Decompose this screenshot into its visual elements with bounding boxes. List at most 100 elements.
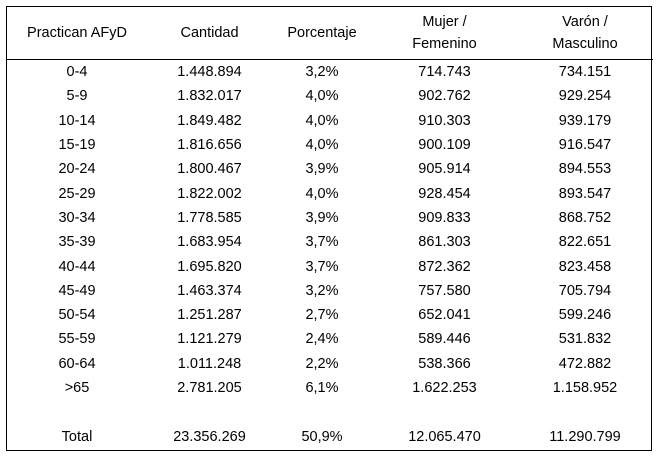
cell-percent: 2,7% (305, 307, 339, 324)
table-row: 40-44 1.695.820 3,7% 872.362 823.458 (7, 254, 653, 278)
total-female: 12.065.470 (408, 428, 481, 445)
cell-percent: 2,2% (305, 355, 339, 372)
table-row: 25-29 1.822.002 4,0% 928.454 893.547 (7, 181, 653, 205)
cell-percent: 4,0% (305, 112, 339, 129)
cell-count: 1.832.017 (177, 88, 242, 105)
cell-male: 929.254 (558, 88, 612, 105)
header-male: Varón / Masculino (517, 7, 653, 60)
table-row: 10-14 1.849.482 4,0% 910.303 939.179 (7, 109, 653, 133)
total-row: Total 23.356.269 50,9% 12.065.470 11.290… (7, 424, 653, 449)
cell-count: 1.683.954 (177, 234, 242, 251)
cell-female: 652.041 (418, 307, 471, 324)
cell-group: 10-14 (58, 112, 96, 129)
cell-count: 1.251.287 (177, 307, 242, 324)
cell-group: 5-9 (66, 88, 88, 105)
header-female-line2: Femenino (412, 36, 477, 52)
cell-percent: 4,0% (305, 137, 339, 154)
header-female: Mujer / Femenino (372, 7, 517, 60)
cell-male: 893.547 (558, 185, 612, 202)
cell-percent: 3,2% (305, 64, 339, 81)
cell-count: 1.816.656 (177, 137, 242, 154)
header-male-line2: Masculino (552, 36, 618, 52)
cell-percent: 3,9% (305, 209, 339, 226)
cell-count: 1.121.279 (177, 331, 242, 348)
total-male: 11.290.799 (549, 428, 621, 445)
spacer-cell (7, 400, 653, 424)
cell-percent: 3,7% (305, 234, 339, 251)
cell-group: 0-4 (66, 64, 88, 81)
cell-count: 1.778.585 (177, 209, 242, 226)
table-row: 15-19 1.816.656 4,0% 900.109 916.547 (7, 133, 653, 157)
cell-female: 1.622.253 (412, 380, 477, 396)
table-body: 0-4 1.448.894 3,2% 714.743 734.151 5-9 1.832.… (7, 60, 653, 450)
cell-count: 2.781.205 (177, 380, 242, 396)
header-count: Cantidad (147, 7, 272, 60)
cell-female: 757.580 (418, 282, 471, 299)
cell-group: 35-39 (58, 234, 96, 251)
header-group: Practican AFyD (7, 7, 147, 60)
cell-count: 1.011.248 (177, 355, 242, 372)
cell-percent: 3,2% (305, 282, 339, 299)
cell-percent: 4,0% (305, 88, 339, 105)
cell-group: 30-34 (58, 209, 96, 226)
cell-male: 531.832 (558, 331, 612, 348)
header-male-line1: Varón / (562, 14, 608, 30)
cell-female: 910.303 (418, 112, 471, 129)
total-count: 23.356.269 (173, 428, 246, 445)
table-row: 0-4 1.448.894 3,2% 714.743 734.151 (7, 60, 653, 85)
cell-female: 714.743 (418, 64, 471, 81)
afyd-table: Practican AFyD Cantidad Porcentaje Mujer… (7, 7, 653, 449)
cell-male: 822.651 (558, 234, 612, 251)
cell-count: 1.800.467 (177, 161, 242, 178)
cell-count: 1.448.894 (177, 64, 242, 81)
cell-male: 894.553 (558, 161, 612, 178)
cell-percent: 3,9% (305, 161, 339, 178)
table-row: 5-9 1.832.017 4,0% 902.762 929.254 (7, 84, 653, 108)
cell-male: 823.458 (558, 258, 612, 275)
cell-count: 1.463.374 (177, 282, 242, 299)
cell-female: 589.446 (418, 331, 471, 348)
cell-group: >65 (64, 380, 90, 396)
cell-percent: 3,7% (305, 258, 339, 275)
cell-female: 538.366 (418, 355, 471, 372)
table-row: 20-24 1.800.467 3,9% 905.914 894.553 (7, 157, 653, 181)
cell-male: 705.794 (558, 282, 612, 299)
cell-female: 861.303 (418, 234, 471, 251)
spacer-row (7, 400, 653, 424)
cell-male: 868.752 (558, 209, 612, 226)
table-row: 30-34 1.778.585 3,9% 909.833 868.752 (7, 206, 653, 230)
cell-male: 916.547 (558, 137, 612, 154)
cell-female: 905.914 (418, 161, 471, 178)
table-row: >65 2.781.205 6,1% 1.622.253 1.158.952 (7, 376, 653, 400)
table-row: 45-49 1.463.374 3,2% 757.580 705.794 (7, 279, 653, 303)
cell-male: 939.179 (558, 112, 612, 129)
cell-group: 25-29 (58, 185, 96, 202)
table-row: 60-64 1.011.248 2,2% 538.366 472.882 (7, 352, 653, 376)
total-percent: 50,9% (301, 428, 343, 445)
cell-group: 15-19 (58, 137, 96, 154)
cell-group: 40-44 (58, 258, 96, 275)
cell-male: 472.882 (558, 355, 612, 372)
header-percent: Porcentaje (272, 7, 372, 60)
cell-count: 1.849.482 (177, 112, 242, 129)
total-group: Total (61, 428, 93, 445)
cell-group: 20-24 (58, 161, 96, 178)
cell-count: 1.695.820 (177, 258, 242, 275)
cell-group: 55-59 (58, 331, 96, 348)
table-row: 35-39 1.683.954 3,7% 861.303 822.651 (7, 230, 653, 254)
cell-group: 60-64 (58, 355, 96, 372)
cell-female: 900.109 (418, 137, 471, 154)
cell-female: 872.362 (418, 258, 471, 275)
cell-percent: 6,1% (305, 380, 339, 396)
cell-male: 734.151 (558, 64, 612, 81)
table-row: 55-59 1.121.279 2,4% 589.446 531.832 (7, 327, 653, 351)
cell-female: 902.762 (418, 88, 471, 105)
table-row: 50-54 1.251.287 2,7% 652.041 599.246 (7, 303, 653, 327)
cell-female: 909.833 (418, 209, 471, 226)
cell-group: 45-49 (58, 282, 96, 299)
header-female-line1: Mujer / (422, 14, 467, 30)
cell-male: 1.158.952 (552, 380, 618, 396)
header-row: Practican AFyD Cantidad Porcentaje Mujer… (7, 7, 653, 60)
cell-percent: 4,0% (305, 185, 339, 202)
cell-female: 928.454 (418, 185, 471, 202)
